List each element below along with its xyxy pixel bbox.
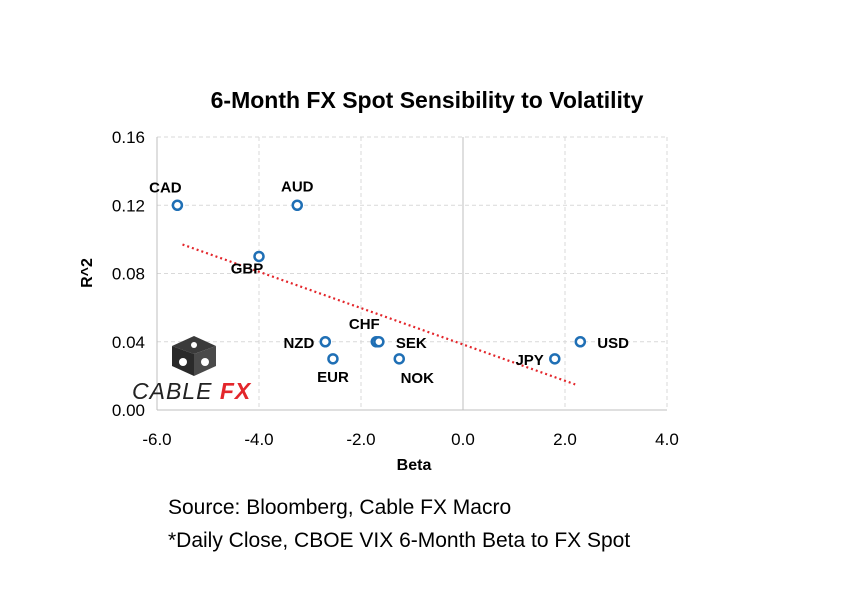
y-tick-label: 0.16 — [112, 128, 145, 147]
data-points — [171, 199, 587, 365]
x-tick-label: -2.0 — [346, 430, 375, 449]
data-label-chf: CHF — [349, 316, 380, 333]
data-point-usd — [574, 336, 587, 348]
data-point-eur — [327, 353, 339, 365]
gridlines — [157, 136, 668, 410]
data-point-jpy — [549, 353, 561, 365]
x-tick-label: 0.0 — [451, 430, 475, 449]
data-label-jpy: JPY — [515, 352, 543, 369]
data-label-cad: CAD — [149, 179, 182, 196]
x-axis-title: Beta — [397, 457, 432, 474]
axes: 0.00 0.04 0.08 0.12 0.16 -6.0 -4.0 -2.0 0.0 2.0 4.… — [112, 128, 679, 449]
data-point-cad — [171, 199, 184, 211]
x-tick-label: -4.0 — [244, 430, 273, 449]
dice-logo-icon — [172, 336, 216, 376]
data-label-nok: NOK — [401, 370, 435, 387]
cable-fx-logo: CABLE FX — [132, 332, 252, 412]
logo-word-cable: CABLE — [132, 378, 213, 404]
data-point-aud — [291, 199, 303, 211]
chart-title: 6-Month FX Spot Sensibility to Volatilit… — [211, 87, 644, 113]
data-label-aud: AUD — [281, 178, 314, 195]
data-point-nok — [393, 353, 405, 365]
data-point-sek — [373, 336, 385, 348]
source-note: Source: Bloomberg, Cable FX Macro — [168, 496, 512, 519]
data-label-usd: USD — [597, 335, 629, 352]
y-tick-label: 0.00 — [112, 401, 145, 420]
data-label-gbp: GBP — [231, 260, 264, 277]
y-tick-label: 0.08 — [112, 265, 145, 284]
data-label-eur: EUR — [317, 369, 349, 386]
y-tick-label: 0.12 — [112, 196, 145, 215]
methodology-note: *Daily Close, CBOE VIX 6-Month Beta to F… — [168, 529, 631, 552]
data-point-nzd — [319, 336, 332, 348]
logo-word-fx: FX — [219, 378, 252, 404]
data-point-gbp — [253, 250, 265, 263]
data-label-sek: SEK — [396, 335, 427, 352]
y-tick-label: 0.04 — [112, 333, 145, 352]
x-tick-label: 4.0 — [655, 430, 679, 449]
data-label-nzd: NZD — [283, 335, 314, 352]
x-tick-label: -6.0 — [142, 430, 171, 449]
x-tick-label: 2.0 — [553, 430, 577, 449]
y-axis-title: R^2 — [79, 258, 96, 288]
